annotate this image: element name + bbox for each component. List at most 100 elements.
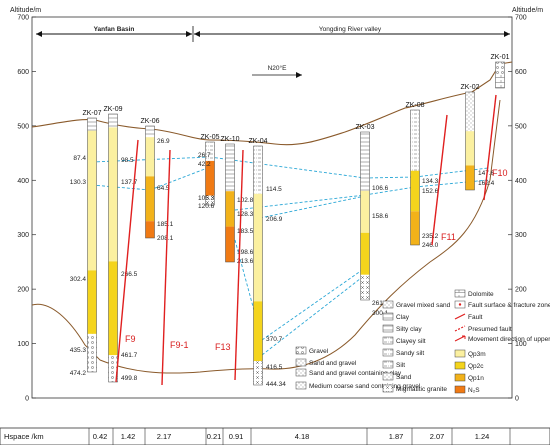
- depth-label: 208.1: [157, 235, 174, 242]
- svg-text:Qp1n: Qp1n: [468, 375, 484, 382]
- legend-item: Sand and gravel containing clay: [295, 368, 402, 377]
- left-tick-label: 500: [17, 123, 29, 130]
- svg-text:Clay: Clay: [396, 314, 410, 321]
- svg-text:Fault: Fault: [468, 314, 483, 321]
- borehole-label: ZK-01: [490, 54, 509, 61]
- depth-label: 105.3: [198, 195, 215, 202]
- right-tick-label: 700: [515, 15, 527, 22]
- svg-text:Presumed fault: Presumed fault: [468, 326, 512, 333]
- left-axis: 0 100 200 300 400 500 600 700: [17, 15, 36, 403]
- legend-item: Dolomite: [454, 289, 494, 298]
- fault-label-f10: F10: [492, 168, 508, 178]
- depth-label: 206.9: [266, 216, 283, 223]
- depth-label: 416.5: [266, 364, 283, 371]
- depth-label: 134.3: [422, 178, 439, 185]
- legend-item: Migmatitic granite: [382, 384, 447, 393]
- borehole-label: ZK-04: [248, 138, 267, 145]
- region-right-label: Yongding River valley: [319, 26, 382, 33]
- borehole-zk-05: ZK-05: [200, 134, 220, 206]
- depth-label: 499.8: [121, 375, 138, 382]
- legend-item: Movement direction of upper wall: [454, 335, 550, 343]
- legend-item: Silty clay: [382, 324, 422, 333]
- borehole-zk-08: ZK-08: [405, 102, 425, 246]
- borehole-label: ZK-10: [220, 136, 239, 143]
- depth-label: 26.9: [157, 138, 170, 145]
- borehole-zk-04: ZK-04: [248, 138, 268, 386]
- hspace-label: Hspace /km: [4, 432, 44, 441]
- depth-label: 213.6: [237, 258, 254, 265]
- borehole-label: ZK-02: [460, 84, 479, 91]
- svg-text:N₂S: N₂S: [468, 387, 480, 394]
- legend-item: Sand and gravel: [295, 358, 357, 367]
- depth-label: 120.6: [198, 203, 215, 210]
- svg-text:Sandy silt: Sandy silt: [396, 350, 424, 357]
- left-tick-label: 700: [17, 15, 29, 22]
- right-tick-label: 300: [515, 232, 527, 239]
- hspace-value: 1.87: [389, 432, 404, 441]
- right-tick-label: 400: [515, 178, 527, 185]
- depth-label: 444.34: [266, 381, 286, 388]
- depth-label: 130.3: [70, 179, 87, 186]
- svg-text:Qp2c: Qp2c: [468, 363, 484, 370]
- borehole-zk-01: ZK-01: [490, 54, 510, 89]
- direction-indicator: N20°E: [252, 64, 302, 78]
- legend-item: Fault: [454, 313, 483, 321]
- borehole-zk-02: ZK-02: [460, 84, 480, 191]
- depth-label: 261.8: [372, 300, 389, 307]
- right-axis-title: Altitude/m: [512, 7, 543, 14]
- depth-label: 106.6: [372, 185, 389, 192]
- depth-label: 152.6: [422, 188, 439, 195]
- right-tick-label: 100: [515, 341, 527, 348]
- hspace-value: 2.07: [430, 432, 445, 441]
- right-axis: 0 100 200 300 400 500 600 700: [508, 15, 527, 403]
- svg-text:Migmatitic granite: Migmatitic granite: [396, 386, 447, 393]
- svg-text:Gravel mixed sand: Gravel mixed sand: [396, 302, 451, 309]
- svg-text:Qp3m: Qp3m: [468, 351, 486, 358]
- legend-item: Presumed fault: [454, 325, 512, 333]
- fault-lines: [115, 94, 497, 386]
- borehole-label: ZK-03: [355, 124, 374, 131]
- right-tick-label: 600: [515, 69, 527, 76]
- borehole-label: ZK-09: [103, 106, 122, 113]
- hspace-value: 0.42: [93, 432, 108, 441]
- region-left-label: Yanfan Basin: [94, 26, 135, 33]
- svg-text:Clayey silt: Clayey silt: [396, 338, 426, 345]
- borehole-label: ZK-08: [405, 102, 424, 109]
- fault-label-f9-1: F9-1: [170, 340, 189, 350]
- left-tick-label: 400: [17, 178, 29, 185]
- direction-label: N20°E: [268, 64, 288, 72]
- depth-label: 474.2: [70, 370, 87, 377]
- legend-item: Qp2c: [454, 361, 484, 370]
- svg-text:Sand and gravel: Sand and gravel: [309, 360, 357, 367]
- left-tick-label: 300: [17, 232, 29, 239]
- borehole-zk-10: ZK-10: [220, 136, 240, 263]
- legend-item: Clayey silt: [382, 336, 426, 345]
- borehole-label: ZK-07: [82, 110, 101, 117]
- legend: Gravel Sand and gravel Sand and gravel con…: [295, 289, 550, 394]
- depth-label: 183.5: [237, 228, 254, 235]
- basement-contact: [31, 99, 501, 374]
- borehole-zk-03: ZK-03: [355, 124, 375, 301]
- left-axis-title: Altitude/m: [10, 7, 41, 14]
- legend-item: Qp3m: [454, 349, 486, 358]
- svg-text:Silty clay: Silty clay: [396, 326, 422, 333]
- depth-label: 198.6: [237, 249, 254, 256]
- depth-label: 128.3: [237, 211, 254, 218]
- svg-text:Sand: Sand: [396, 374, 412, 381]
- depth-label: 435.3: [70, 347, 87, 354]
- hspace-value: 1.42: [121, 432, 136, 441]
- depth-label: 461.7: [121, 352, 138, 359]
- depth-label: 137.7: [121, 179, 138, 186]
- legend-item: Fault surface & fracture zone: [454, 300, 550, 309]
- depth-label: 98.5: [121, 157, 134, 164]
- hspace-row: Hspace /km 0.42 1.42 2.17 0.21 0.91 4.18 1.87 2…: [0, 427, 550, 445]
- depth-label: 26.7: [198, 152, 211, 159]
- depth-label: 302.4: [70, 276, 87, 283]
- depth-label: 185.1: [157, 221, 174, 228]
- region-arrows: Yanfan Basin Yongding River valley: [36, 26, 510, 42]
- fault-label-f11: F11: [441, 232, 456, 242]
- depth-label: 158.6: [372, 213, 389, 220]
- depth-label: 114.5: [266, 186, 282, 193]
